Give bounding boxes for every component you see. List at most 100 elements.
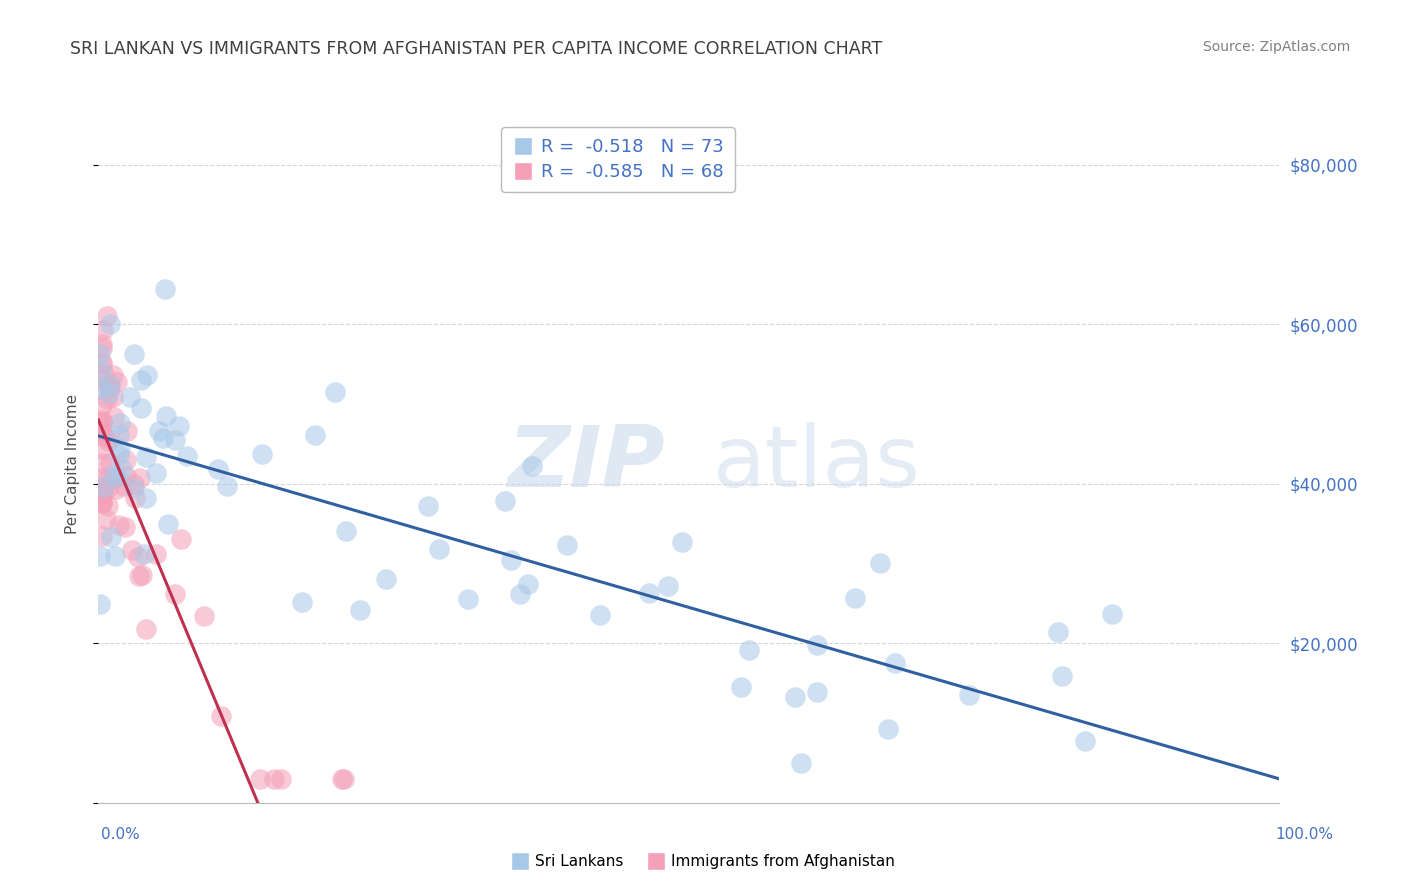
Point bbox=[156, 517, 179, 532]
Text: SRI LANKAN VS IMMIGRANTS FROM AFGHANISTAN PER CAPITA INCOME CORRELATION CHART: SRI LANKAN VS IMMIGRANTS FROM AFGHANISTA… bbox=[70, 40, 883, 58]
Point bbox=[304, 428, 326, 442]
Point bbox=[1074, 734, 1097, 748]
Point bbox=[98, 432, 121, 446]
Point bbox=[98, 386, 121, 401]
Point bbox=[135, 368, 157, 382]
Point bbox=[98, 317, 121, 331]
Point bbox=[108, 518, 131, 533]
Point bbox=[509, 587, 531, 601]
Point bbox=[170, 533, 193, 547]
Point bbox=[638, 586, 661, 600]
Point bbox=[335, 524, 357, 538]
Point bbox=[91, 493, 114, 508]
Point bbox=[555, 538, 578, 552]
Point bbox=[501, 553, 523, 567]
Point bbox=[120, 390, 142, 404]
Point bbox=[100, 530, 122, 544]
Point bbox=[193, 608, 215, 623]
Point bbox=[270, 772, 292, 786]
Text: atlas: atlas bbox=[713, 422, 921, 506]
Point bbox=[1101, 607, 1123, 622]
Point bbox=[100, 456, 122, 470]
Point bbox=[263, 772, 285, 786]
Point bbox=[163, 433, 186, 447]
Point bbox=[806, 638, 828, 652]
Point bbox=[91, 442, 114, 457]
Point bbox=[96, 512, 118, 526]
Point bbox=[110, 442, 132, 456]
Point bbox=[91, 481, 114, 495]
Y-axis label: Per Capita Income: Per Capita Income bbox=[65, 393, 80, 534]
Point bbox=[131, 373, 153, 387]
Point bbox=[121, 542, 143, 557]
Point bbox=[91, 355, 114, 369]
Point bbox=[122, 481, 145, 495]
Point bbox=[290, 595, 312, 609]
Point bbox=[91, 484, 114, 499]
Point bbox=[97, 434, 120, 448]
Point bbox=[91, 323, 114, 337]
Point bbox=[374, 572, 396, 586]
Point bbox=[104, 549, 127, 563]
Point bbox=[112, 478, 135, 492]
Point bbox=[783, 690, 806, 704]
Point bbox=[96, 392, 118, 406]
Point bbox=[98, 377, 121, 392]
Point bbox=[128, 569, 150, 583]
Point bbox=[494, 494, 516, 508]
Point bbox=[333, 772, 356, 786]
Point bbox=[91, 495, 114, 509]
Point bbox=[96, 379, 118, 393]
Point bbox=[105, 376, 128, 390]
Point bbox=[96, 473, 118, 487]
Point bbox=[97, 380, 120, 394]
Point bbox=[124, 491, 146, 505]
Point bbox=[93, 367, 115, 381]
Point bbox=[883, 657, 905, 671]
Point bbox=[457, 591, 479, 606]
Point bbox=[114, 520, 136, 534]
Point bbox=[104, 482, 127, 496]
Point bbox=[155, 282, 177, 296]
Point bbox=[131, 567, 153, 582]
Point bbox=[844, 591, 866, 606]
Point bbox=[91, 341, 114, 355]
Point bbox=[135, 491, 157, 505]
Point bbox=[90, 363, 112, 377]
Point bbox=[1047, 624, 1070, 639]
Point bbox=[91, 426, 114, 441]
Point bbox=[91, 471, 114, 485]
Point bbox=[91, 337, 114, 351]
Point bbox=[869, 556, 891, 570]
Point bbox=[522, 459, 544, 474]
Point bbox=[418, 500, 440, 514]
Legend: Sri Lankans, Immigrants from Afghanistan: Sri Lankans, Immigrants from Afghanistan bbox=[505, 848, 901, 875]
Point bbox=[671, 534, 693, 549]
Point bbox=[148, 424, 170, 438]
Point bbox=[127, 550, 149, 565]
Point bbox=[91, 496, 114, 510]
Point bbox=[89, 598, 111, 612]
Point bbox=[129, 401, 152, 416]
Point bbox=[103, 409, 125, 424]
Point bbox=[217, 479, 239, 493]
Text: Source: ZipAtlas.com: Source: ZipAtlas.com bbox=[1202, 40, 1350, 54]
Point bbox=[1050, 668, 1073, 682]
Point bbox=[97, 481, 120, 495]
Point bbox=[101, 471, 124, 485]
Point bbox=[588, 607, 610, 622]
Point bbox=[90, 381, 112, 395]
Point bbox=[89, 347, 111, 361]
Point bbox=[107, 469, 129, 483]
Text: 100.0%: 100.0% bbox=[1275, 827, 1333, 841]
Point bbox=[101, 368, 124, 383]
Point bbox=[91, 487, 114, 501]
Point bbox=[96, 309, 118, 323]
Point bbox=[93, 480, 115, 494]
Point bbox=[108, 448, 131, 462]
Point bbox=[91, 428, 114, 442]
Legend: R =  -0.518   N = 73, R =  -0.585   N = 68: R = -0.518 N = 73, R = -0.585 N = 68 bbox=[502, 128, 735, 192]
Point bbox=[89, 549, 111, 563]
Point bbox=[252, 446, 274, 460]
Point bbox=[517, 577, 540, 591]
